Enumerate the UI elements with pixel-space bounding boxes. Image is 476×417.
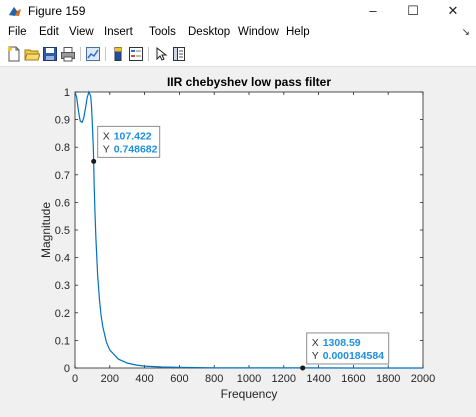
datatip-box[interactable] xyxy=(97,125,161,158)
menu-view[interactable]: View xyxy=(69,26,94,38)
menu-insert[interactable]: Insert xyxy=(104,26,133,38)
insert-legend-icon[interactable] xyxy=(128,46,144,62)
toolbar-separator xyxy=(148,47,149,61)
new-figure-icon[interactable] xyxy=(6,46,22,62)
property-inspector-icon[interactable] xyxy=(171,46,187,62)
datatip-y-label: Y xyxy=(103,143,110,155)
datatip-marker[interactable] xyxy=(300,365,306,371)
y-tick-label: 0.3 xyxy=(55,280,70,292)
datatip-y-value: 0.000184584 xyxy=(323,350,384,362)
plot-area[interactable]: 0 200 400 600 800 1000 1200 1400 1600 1800 2000 0 0.… xyxy=(0,67,476,417)
datatip-x-label: X xyxy=(312,337,319,349)
print-icon[interactable] xyxy=(60,46,76,62)
matlab-icon xyxy=(9,7,21,16)
datatip-box[interactable] xyxy=(306,332,390,365)
datatip-y-label: Y xyxy=(312,350,319,362)
menu-edit[interactable]: Edit xyxy=(39,26,59,38)
toolbar-separator xyxy=(80,47,81,61)
title-bar: Figure 159 – ☐ ✕ xyxy=(0,0,476,22)
y-tick-label: 0 xyxy=(64,363,70,375)
y-tick-label: 0.1 xyxy=(55,335,70,347)
magnitude-response-line xyxy=(74,90,423,369)
open-file-icon[interactable] xyxy=(24,46,40,62)
x-tick-label: 800 xyxy=(205,373,223,385)
edit-plot-icon[interactable] xyxy=(153,46,169,62)
x-tick-label: 0 xyxy=(72,373,78,385)
y-tick-label: 0.8 xyxy=(55,142,70,154)
x-tick-label: 1800 xyxy=(376,373,400,385)
save-icon[interactable] xyxy=(42,46,58,62)
menu-desktop[interactable]: Desktop xyxy=(188,26,231,38)
maximize-button[interactable]: ☐ xyxy=(407,3,419,18)
menu-overflow-icon[interactable]: ↘ xyxy=(461,27,470,38)
menu-file[interactable]: File xyxy=(8,26,27,38)
y-tick-label: 1 xyxy=(64,87,70,99)
x-tick-label: 2000 xyxy=(411,373,435,385)
y-tick-label: 0.2 xyxy=(55,308,70,320)
datatip-marker[interactable] xyxy=(91,158,97,164)
y-tick-label: 0.5 xyxy=(55,225,70,237)
minimize-button[interactable]: – xyxy=(369,3,377,18)
window-title: Figure 159 xyxy=(28,4,86,18)
datatip-x-label: X xyxy=(103,130,110,142)
toolbar-separator xyxy=(105,47,106,61)
datatip-x-value: 107.422 xyxy=(114,130,152,142)
x-tick-label: 1600 xyxy=(341,373,365,385)
x-tick-label: 1400 xyxy=(306,373,330,385)
y-tick-label: 0.9 xyxy=(55,115,70,127)
menu-tools[interactable]: Tools xyxy=(149,26,176,38)
figure-canvas: 0 200 400 600 800 1000 1200 1400 1600 1800 2000 0 0.… xyxy=(0,66,476,417)
toolbar xyxy=(0,43,476,65)
datatip-y-value: 0.748682 xyxy=(114,143,158,155)
y-tick-label: 0.7 xyxy=(55,170,70,182)
x-tick-label: 1200 xyxy=(272,373,296,385)
close-button[interactable]: ✕ xyxy=(447,3,459,18)
insert-colorbar-icon[interactable] xyxy=(110,46,126,62)
x-tick-label: 600 xyxy=(170,373,188,385)
y-axis-label: Magnitude xyxy=(39,202,53,258)
chart-title: IIR chebyshev low pass filter xyxy=(167,75,331,89)
menu-help[interactable]: Help xyxy=(286,26,310,38)
x-tick-label: 400 xyxy=(135,373,153,385)
x-tick-label: 1000 xyxy=(237,373,261,385)
y-tick-label: 0.4 xyxy=(55,253,70,265)
x-axis-label: Frequency xyxy=(221,387,278,401)
datatip-x-value: 1308.59 xyxy=(323,337,361,349)
link-plot-icon[interactable] xyxy=(85,46,101,62)
y-tick-label: 0.6 xyxy=(55,197,70,209)
menu-bar: File Edit View Insert Tools Desktop Wind… xyxy=(0,23,476,43)
x-tick-label: 200 xyxy=(101,373,119,385)
menu-window[interactable]: Window xyxy=(238,26,279,38)
